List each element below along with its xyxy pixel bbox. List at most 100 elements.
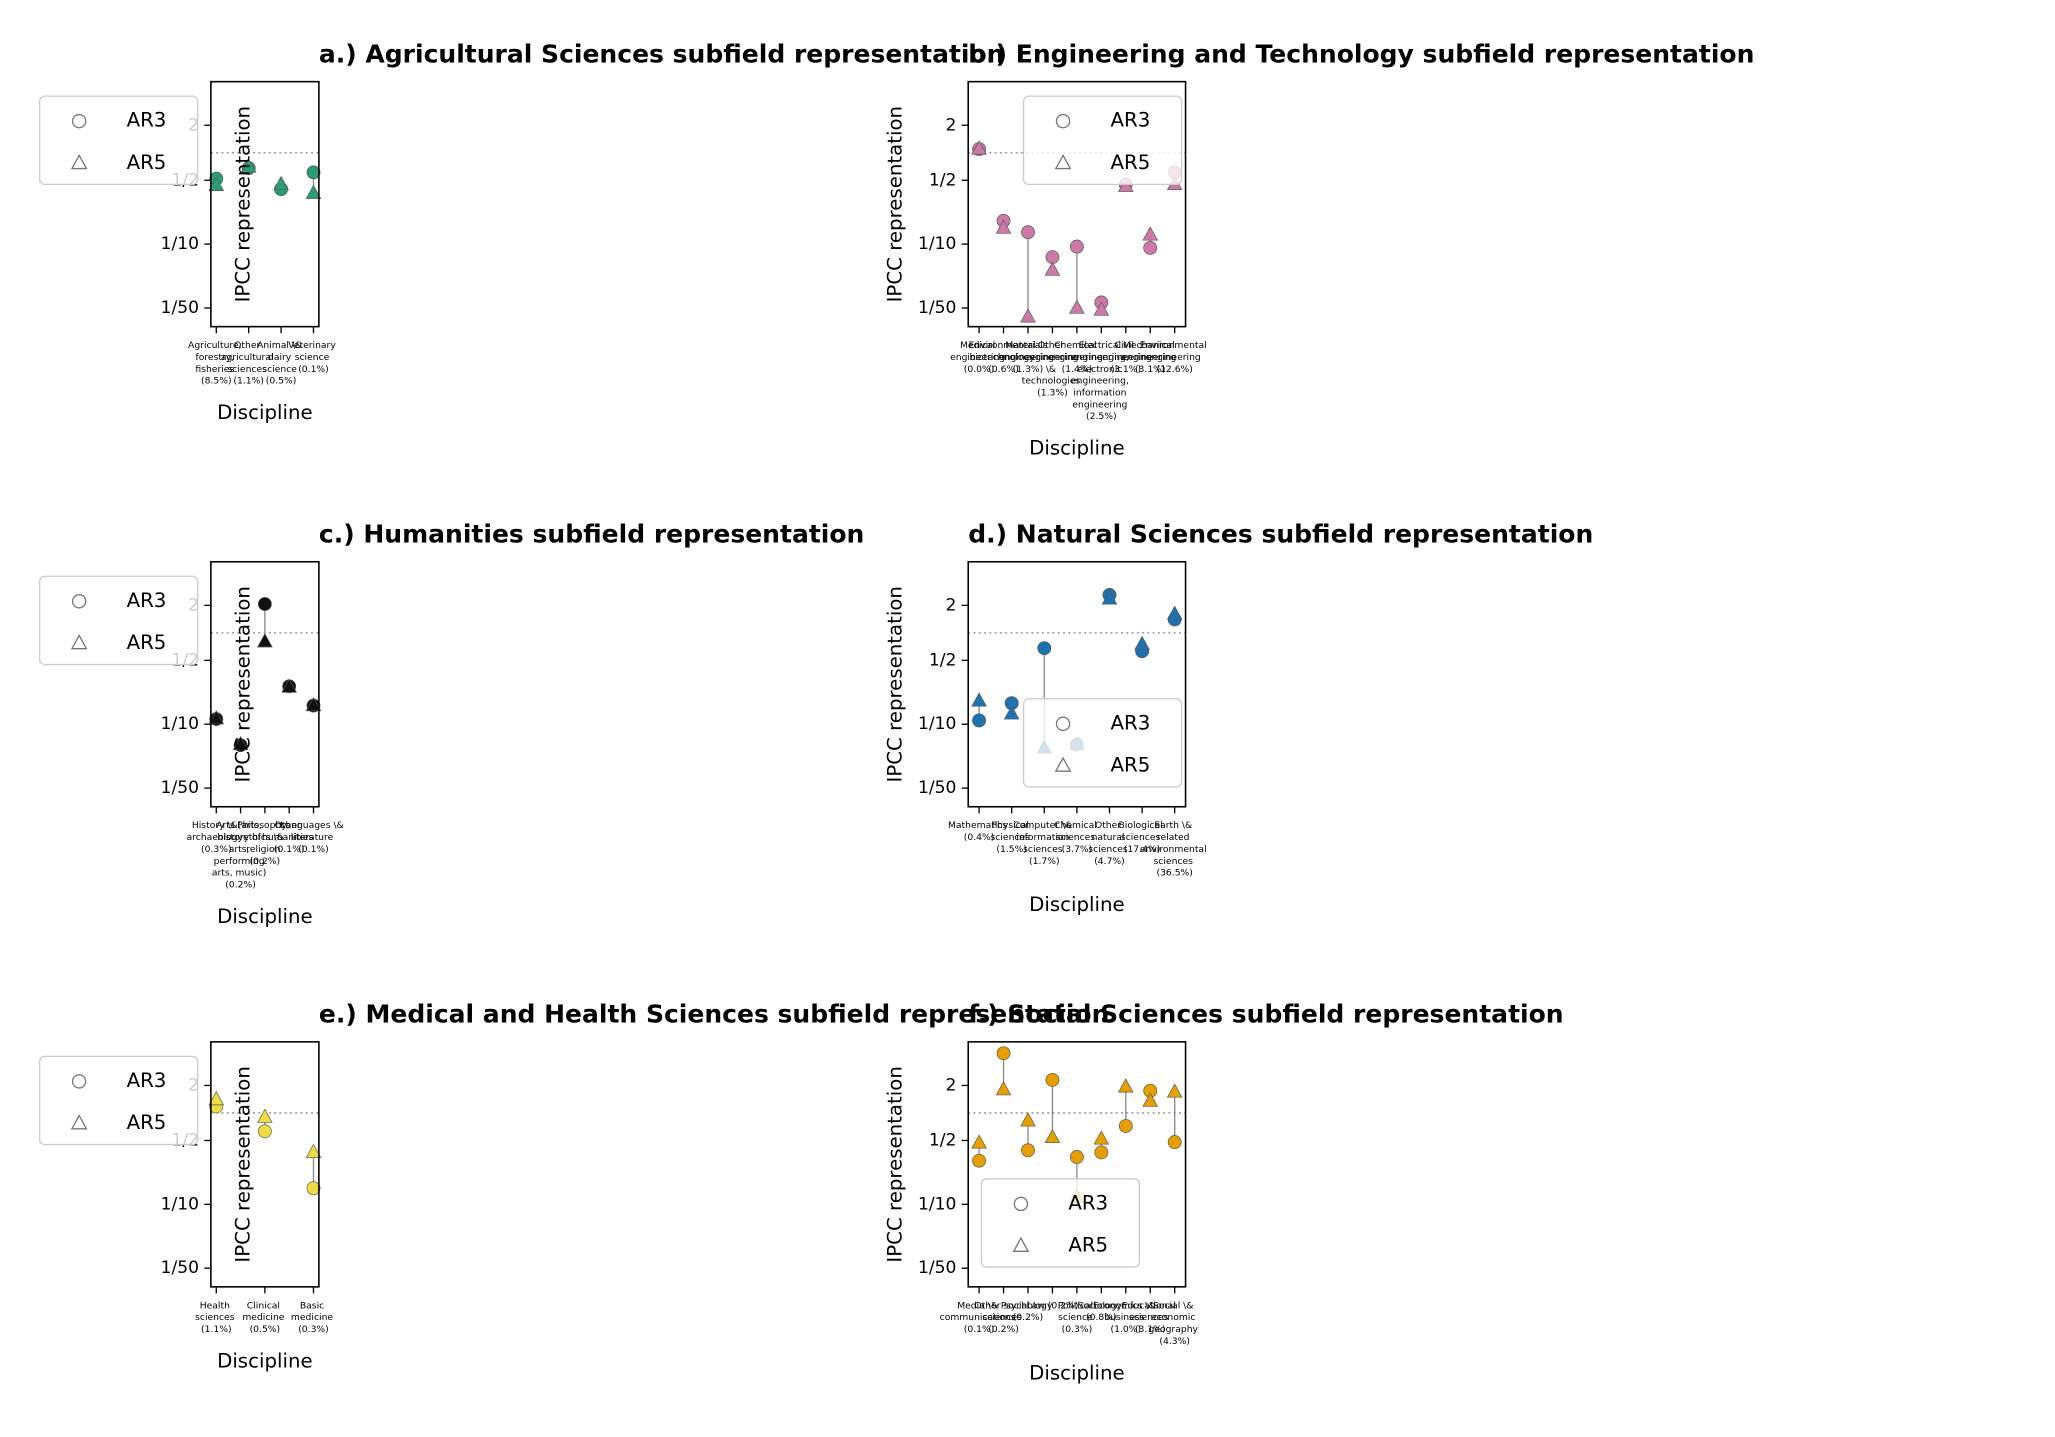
legend-label: AR3: [127, 109, 167, 132]
circle-marker: [1118, 1119, 1133, 1133]
triangle-marker: [208, 710, 225, 725]
x-tick-label: Basic medicine (0.3%): [291, 1300, 336, 1335]
x-tick-label: Other engineering \& technologies (1.3%): [1022, 340, 1084, 398]
y-axis-label: IPCC representation: [883, 106, 906, 302]
y-tick-label: 2: [945, 1075, 956, 1095]
circle-marker: [1069, 239, 1084, 254]
x-tick-label: Law (0.2%): [1027, 1300, 1079, 1311]
x-tick-label: Environmental biotechnology (0.6%): [969, 340, 1039, 375]
triangle-marker: [971, 140, 987, 155]
x-tick-label: Clinical medicine (0.5%): [242, 1300, 287, 1335]
circle-marker: [71, 113, 87, 129]
legend-box: [38, 1055, 199, 1146]
legend-label: AR5: [1110, 151, 1150, 174]
triangle-marker: [1093, 301, 1110, 316]
triangle-marker: [1044, 1128, 1061, 1144]
y-tick-label: 1/10: [161, 1194, 199, 1214]
x-tick-label: Educational sciences (3.1%): [1122, 1300, 1179, 1335]
circle-marker: [257, 597, 272, 611]
legend-label: AR3: [1068, 1191, 1108, 1214]
x-tick-label: Other social sciences (0.2%): [974, 1300, 1032, 1335]
triangle-marker: [995, 219, 1012, 234]
y-tick-label: 1/50: [161, 298, 199, 318]
circle-marker: [1055, 716, 1071, 732]
triangle-marker: [1020, 1112, 1036, 1127]
x-tick-label: Materials engineering (1.3%): [999, 340, 1057, 375]
circle-marker: [1013, 1196, 1029, 1212]
y-tick-label: 1/50: [161, 778, 199, 798]
circle-marker: [257, 1124, 272, 1139]
legend-box: [980, 1178, 1141, 1268]
y-axis-label: IPCC representation: [231, 586, 254, 782]
triangle-marker: [971, 692, 987, 707]
x-tick-label: Electrical engineering, electronic engin…: [1071, 340, 1132, 422]
triangle-marker: [1003, 705, 1020, 720]
triangle-marker: [1134, 635, 1150, 650]
triangle-marker: [1020, 308, 1036, 323]
triangle-marker: [305, 1143, 322, 1159]
circle-marker: [306, 165, 321, 180]
triangle-marker: [281, 678, 297, 693]
x-tick-label: Other humanities (0.1%): [262, 820, 316, 855]
triangle-marker: [70, 154, 88, 170]
legend-box: [38, 575, 199, 666]
triangle-marker: [1054, 154, 1072, 170]
triangle-marker: [257, 1108, 273, 1123]
legend-label: AR5: [127, 151, 167, 174]
legend-label: AR3: [127, 589, 167, 612]
triangle-marker: [257, 633, 273, 648]
x-tick-label: Civil engineering (3.1%): [1097, 340, 1155, 375]
x-tick-label: Other natural sciences (4.7%): [1088, 820, 1130, 867]
triangle-marker: [305, 696, 322, 712]
x-axis-label: Discipline: [217, 401, 313, 424]
x-tick-label: Mechanical engineering (3.1%): [1121, 340, 1179, 375]
axes-frame: [210, 1041, 320, 1288]
x-tick-label: Animal \& dairy science (0.5%): [257, 340, 305, 387]
triangle-marker: [208, 176, 225, 191]
panel-title: c.) Humanities subfield representation: [319, 519, 865, 548]
x-tick-label: Media \& communications (0.1%): [940, 1300, 1019, 1335]
x-tick-label: Mathematics (0.4%): [948, 820, 1010, 843]
axes-frame: [967, 80, 1187, 328]
legend-box: [1022, 698, 1183, 788]
legend-label: AR5: [127, 1111, 167, 1134]
circle-marker: [1069, 1150, 1084, 1164]
x-tick-label: Medical engineering (0.0%): [950, 340, 1008, 375]
circle-marker: [1045, 1072, 1060, 1087]
y-tick-label: 2: [945, 115, 956, 135]
x-axis-label: Discipline: [217, 1349, 313, 1372]
triangle-marker: [995, 1081, 1012, 1096]
y-tick-label: 1/2: [929, 650, 957, 670]
y-axis-label: IPCC representation: [883, 586, 906, 782]
x-tick-label: History \& archaeology (0.3%): [187, 820, 246, 855]
x-tick-label: Social \& economic geography (4.3%): [1148, 1300, 1200, 1347]
triangle-marker: [240, 158, 257, 173]
triangle-marker: [1069, 299, 1085, 314]
x-tick-label: Chemical engineering (1.4%): [1048, 340, 1106, 375]
circle-marker: [306, 1181, 321, 1196]
circle-marker: [972, 713, 987, 728]
triangle-marker: [971, 1134, 987, 1149]
x-tick-label: Philosophy, ethics \& religion (0.2%): [237, 820, 293, 867]
triangle-marker: [1142, 1092, 1159, 1107]
y-tick-label: 1/10: [161, 234, 199, 254]
x-tick-label: Veterinary science (0.1%): [288, 340, 338, 375]
circle-marker: [1021, 1143, 1035, 1158]
triangle-marker: [1166, 605, 1183, 620]
axes-frame: [967, 1041, 1187, 1288]
x-tick-label: Psychology (0.2%): [1001, 1300, 1056, 1323]
y-tick-label: 1/50: [918, 1258, 956, 1278]
x-tick-label: Physical sciences (1.5%): [991, 820, 1033, 855]
y-tick-label: 1/10: [918, 234, 956, 254]
y-tick-label: 1/2: [929, 170, 957, 190]
triangle-marker: [273, 175, 289, 191]
panel-title: e.) Medical and Health Sciences subfield…: [319, 1000, 1110, 1029]
x-axis-label: Discipline: [217, 905, 313, 928]
legend-label: AR5: [1068, 1234, 1108, 1257]
y-axis-label: IPCC representation: [883, 1066, 906, 1262]
triangle-marker: [1142, 226, 1159, 241]
circle-marker: [1037, 641, 1052, 656]
axes-frame: [967, 560, 1187, 808]
x-tick-label: Biological sciences (17.4%): [1118, 820, 1165, 855]
panel-title: a.) Agricultural Sciences subfield repre…: [319, 39, 1005, 68]
